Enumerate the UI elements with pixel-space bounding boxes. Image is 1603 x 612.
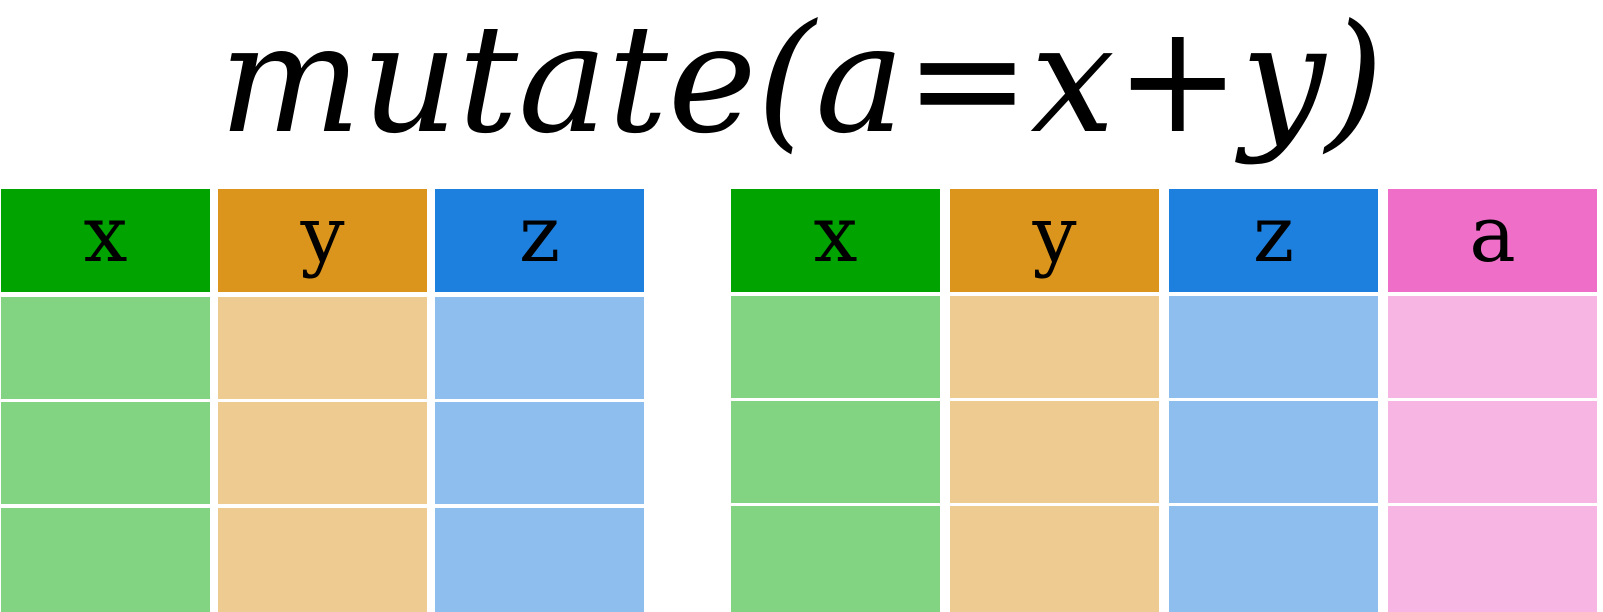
table-cell <box>218 402 427 504</box>
input-table-header-x: x <box>1 189 210 292</box>
output-table-header-y: y <box>950 189 1159 292</box>
table-cell <box>1169 401 1378 503</box>
table-cell <box>731 296 940 398</box>
mutate-expression: mutate(a=x+y) <box>0 0 1603 170</box>
table-cell <box>1388 401 1597 503</box>
table-cell <box>1169 506 1378 612</box>
table-cell <box>435 508 644 612</box>
output-table-header-x: x <box>731 189 940 292</box>
open-paren: ( <box>756 0 816 167</box>
table-cell <box>1 508 210 612</box>
output-table-header-z: z <box>1169 189 1378 292</box>
plus-sign: + <box>1114 0 1241 167</box>
close-paren: ) <box>1325 0 1384 167</box>
column-label: x <box>83 189 128 280</box>
table-cell <box>731 506 940 612</box>
column-label: a <box>1469 189 1516 280</box>
table-cell <box>731 401 940 503</box>
table-cell <box>1388 506 1597 612</box>
function-name: mutate <box>219 0 757 167</box>
input-table-header-y: y <box>218 189 427 292</box>
column-label: y <box>1032 189 1077 280</box>
operand-x: x <box>1030 0 1115 167</box>
new-column-name: a <box>815 0 905 167</box>
operand-y: y <box>1240 0 1326 167</box>
table-cell <box>435 297 644 399</box>
column-label: y <box>300 189 345 280</box>
table-cell <box>950 506 1159 612</box>
table-cell <box>950 296 1159 398</box>
table-cell <box>435 402 644 504</box>
table-cell <box>218 508 427 612</box>
equals-sign: = <box>904 0 1031 167</box>
table-cell <box>1 402 210 504</box>
column-label: z <box>518 189 561 280</box>
table-cell <box>1169 296 1378 398</box>
table-cell <box>950 401 1159 503</box>
input-table-header-z: z <box>435 189 644 292</box>
output-table-header-a: a <box>1388 189 1597 292</box>
column-label: x <box>813 189 858 280</box>
table-cell <box>1388 296 1597 398</box>
table-cell <box>1 297 210 399</box>
column-label: z <box>1252 189 1295 280</box>
table-cell <box>218 297 427 399</box>
